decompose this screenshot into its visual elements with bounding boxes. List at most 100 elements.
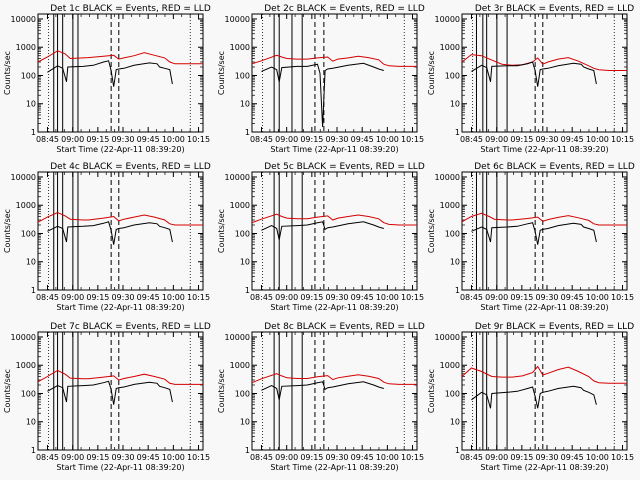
panel-5: Det 5c BLACK = Events, RED = LLD 1 10 100 10… — [217, 162, 425, 312]
y-tick-label: 1000 — [230, 201, 250, 210]
y-tick-label: 10000 — [11, 333, 36, 342]
x-tick-label: 10:15 — [611, 135, 634, 144]
y-tick-label: 100 — [21, 389, 36, 398]
y-tick-label: 10000 — [435, 15, 460, 24]
x-tick-label: 09:30 — [535, 453, 558, 462]
x-tick-label: 10:15 — [611, 453, 634, 462]
x-tick-label: 10:00 — [586, 293, 609, 302]
y-tick-label: 10 — [240, 418, 250, 427]
lld-series-line — [251, 213, 417, 226]
panel-title: Det 4c BLACK = Events, RED = LLD — [50, 162, 211, 172]
events-series-line — [47, 60, 173, 87]
plot-frame — [37, 13, 204, 133]
x-tick-label: 10:00 — [162, 293, 185, 302]
x-tick-label: 10:00 — [376, 293, 399, 302]
y-tick-label: 1 — [245, 128, 250, 137]
panel-title: Det 5c BLACK = Events, RED = LLD — [264, 162, 425, 172]
x-tick-label: 09:00 — [485, 293, 508, 302]
lld-series-line — [251, 54, 417, 67]
lld-series-line — [461, 212, 627, 226]
y-tick-label: 10 — [450, 100, 460, 109]
x-tick-label: 08:45 — [250, 453, 273, 462]
x-tick-label: 10:00 — [586, 453, 609, 462]
plot-frame — [37, 171, 204, 291]
x-tick-label: 09:45 — [561, 293, 584, 302]
x-tick-label: 09:45 — [561, 453, 584, 462]
x-axis-label: Start Time (22-Apr-11 08:39:20) — [56, 303, 184, 312]
panel-6: Det 6c BLACK = Events, RED = LLD 1 10 100 10… — [427, 162, 635, 312]
y-tick-label: 10 — [26, 418, 36, 427]
y-tick-label: 10 — [450, 418, 460, 427]
x-tick-label: 09:00 — [61, 293, 84, 302]
events-series-line — [47, 380, 173, 405]
x-tick-label: 10:15 — [401, 293, 424, 302]
y-tick-label: 10000 — [435, 333, 460, 342]
y-tick-label: 1 — [245, 286, 250, 295]
panel-8: Det 8c BLACK = Events, RED = LLD 1 10 100 10… — [217, 322, 425, 472]
x-tick-label: 09:45 — [137, 453, 160, 462]
events-series-line — [47, 221, 173, 245]
x-tick-label: 09:30 — [111, 135, 134, 144]
x-tick-label: 08:45 — [250, 135, 273, 144]
y-tick-label: 1000 — [440, 201, 460, 210]
panel-title: Det 1c BLACK = Events, RED = LLD — [50, 4, 211, 14]
x-tick-label: 09:15 — [300, 293, 323, 302]
x-tick-label: 08:45 — [460, 293, 483, 302]
x-tick-label: 09:15 — [300, 453, 323, 462]
x-tick-label: 09:45 — [137, 135, 160, 144]
x-tick-label: 09:00 — [275, 453, 298, 462]
x-tick-label: 09:15 — [86, 135, 109, 144]
x-tick-label: 09:30 — [111, 293, 134, 302]
x-tick-label: 09:30 — [325, 293, 348, 302]
y-tick-label: 1000 — [440, 43, 460, 52]
x-axis-label: Start Time (22-Apr-11 08:39:20) — [270, 463, 398, 472]
panel-3: Det 3r BLACK = Events, RED = LLD 1 10 100 10… — [427, 4, 634, 154]
panel-title: Det 8c BLACK = Events, RED = LLD — [264, 322, 425, 332]
events-series-line — [471, 61, 597, 87]
y-axis-label: Counts/sec — [427, 51, 436, 95]
y-axis-label: Counts/sec — [427, 209, 436, 253]
lld-series-line — [461, 365, 627, 384]
y-tick-label: 100 — [445, 71, 460, 80]
y-tick-label: 100 — [445, 229, 460, 238]
plot-frame — [461, 13, 628, 133]
x-tick-label: 10:15 — [611, 293, 634, 302]
plot-frame — [37, 331, 204, 451]
x-tick-label: 09:00 — [61, 135, 84, 144]
plot-frame — [251, 171, 418, 291]
x-tick-label: 10:00 — [586, 135, 609, 144]
x-tick-label: 10:00 — [162, 135, 185, 144]
x-tick-label: 10:15 — [187, 453, 210, 462]
y-tick-label: 10000 — [225, 333, 250, 342]
y-tick-label: 1000 — [16, 361, 36, 370]
x-axis-label: Start Time (22-Apr-11 08:39:20) — [56, 145, 184, 154]
x-tick-label: 09:45 — [137, 293, 160, 302]
y-tick-label: 1000 — [440, 361, 460, 370]
panel-title: Det 7c BLACK = Events, RED = LLD — [50, 322, 211, 332]
x-tick-label: 09:00 — [485, 135, 508, 144]
x-tick-label: 09:15 — [510, 135, 533, 144]
y-tick-label: 1 — [31, 128, 36, 137]
lld-series-line — [37, 50, 203, 65]
x-tick-label: 10:00 — [376, 453, 399, 462]
x-tick-label: 10:15 — [187, 135, 210, 144]
plot-frame — [251, 331, 418, 451]
y-tick-label: 10 — [26, 258, 36, 267]
y-tick-label: 1 — [455, 286, 460, 295]
panel-title: Det 6c BLACK = Events, RED = LLD — [474, 162, 635, 172]
panel-7: Det 7c BLACK = Events, RED = LLD 1 10 100 10… — [3, 322, 211, 472]
y-axis-label: Counts/sec — [3, 209, 12, 253]
y-tick-label: 1000 — [16, 43, 36, 52]
lld-series-line — [37, 212, 203, 226]
y-tick-label: 1000 — [16, 201, 36, 210]
x-tick-label: 09:45 — [351, 135, 374, 144]
x-tick-label: 09:15 — [510, 453, 533, 462]
y-tick-label: 100 — [21, 229, 36, 238]
x-tick-label: 08:45 — [36, 135, 59, 144]
plot-frame — [461, 331, 628, 451]
y-tick-label: 10000 — [11, 15, 36, 24]
events-series-line — [261, 221, 384, 240]
y-axis-label: Counts/sec — [3, 369, 12, 413]
x-tick-label: 08:45 — [36, 453, 59, 462]
